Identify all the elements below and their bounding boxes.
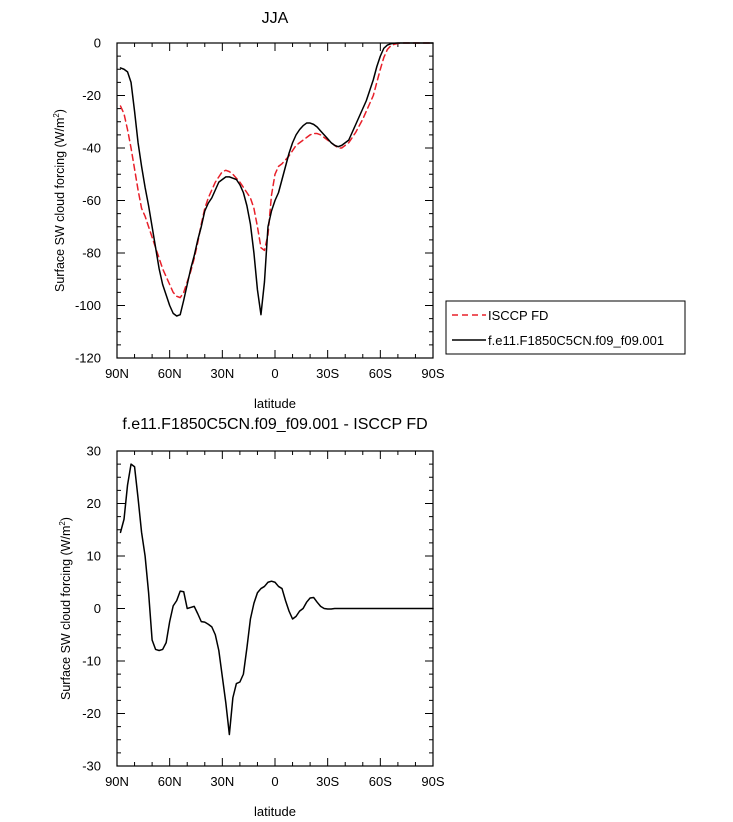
top-chart-x-tick-labels: 90N 60N 30N 0 30S 60S 90S <box>105 366 445 381</box>
bottom-chart-series <box>119 463 434 736</box>
top-chart-x-axis-label: latitude <box>254 396 296 411</box>
legend-box <box>445 300 686 355</box>
legend: ISCCP FD f.e11.F1850C5CN.f09_f09.001 <box>445 300 686 355</box>
y-tick-label: 20 <box>87 496 101 511</box>
x-tick-label: 60S <box>369 774 392 789</box>
top-chart: JJA 90N 60N 30N 0 30S 60S 90S 0 -20 -40 -60 -80 -10… <box>52 10 686 411</box>
bottom-chart-frame <box>116 450 434 767</box>
y-tick-label: -30 <box>82 759 101 774</box>
x-tick-label: 0 <box>271 774 278 789</box>
top-chart-y-tick-labels: 0 -20 -40 -60 -80 -100 -120 <box>75 36 101 366</box>
y-tick-label: -120 <box>75 351 101 366</box>
bottom-chart-x-axis-label: latitude <box>254 804 296 819</box>
bottom-chart-x-tick-labels: 90N 60N 30N 0 30S 60S 90S <box>105 774 445 789</box>
top-chart-frame <box>116 42 434 359</box>
y-tick-label: -60 <box>82 193 101 208</box>
x-tick-label: 90N <box>105 774 129 789</box>
x-tick-label: 30N <box>210 366 234 381</box>
bottom-chart-y-axis-label: Surface SW cloud forcing (W/m2) <box>58 517 73 700</box>
y-tick-label: -80 <box>82 246 101 261</box>
top-chart-series <box>119 42 434 317</box>
bottom-chart-y-tick-labels: 30 20 10 0 -10 -20 -30 <box>82 444 101 774</box>
x-tick-label: 90N <box>105 366 129 381</box>
x-tick-label: 30S <box>316 774 339 789</box>
x-tick-label: 30N <box>210 774 234 789</box>
y-tick-label: 30 <box>87 444 101 459</box>
x-tick-label: 0 <box>271 366 278 381</box>
x-tick-label: 60N <box>158 774 182 789</box>
legend-label-model: f.e11.F1850C5CN.f09_f09.001 <box>488 333 664 348</box>
top-chart-y-axis-label: Surface SW cloud forcing (W/m2) <box>52 109 67 292</box>
y-tick-label: -40 <box>82 141 101 156</box>
x-tick-label: 90S <box>421 774 444 789</box>
x-tick-label: 60S <box>369 366 392 381</box>
series-line-model <box>119 42 434 317</box>
y-tick-label: -100 <box>75 298 101 313</box>
series-line-difference <box>119 463 434 736</box>
x-tick-label: 60N <box>158 366 182 381</box>
y-tick-label: 0 <box>94 601 101 616</box>
x-tick-label: 90S <box>421 366 444 381</box>
y-tick-label: -10 <box>82 654 101 669</box>
bottom-chart: f.e11.F1850C5CN.f09_f09.001 - ISCCP FD 9… <box>58 416 445 819</box>
x-tick-label: 30S <box>316 366 339 381</box>
y-tick-label: 10 <box>87 549 101 564</box>
series-line-isccp-fd <box>119 42 434 299</box>
y-tick-label: -20 <box>82 88 101 103</box>
bottom-chart-title: f.e11.F1850C5CN.f09_f09.001 - ISCCP FD <box>122 416 427 433</box>
y-tick-label: 0 <box>94 36 101 51</box>
legend-label-isccp: ISCCP FD <box>488 308 548 323</box>
top-chart-title: JJA <box>262 10 289 27</box>
y-tick-label: -20 <box>82 706 101 721</box>
